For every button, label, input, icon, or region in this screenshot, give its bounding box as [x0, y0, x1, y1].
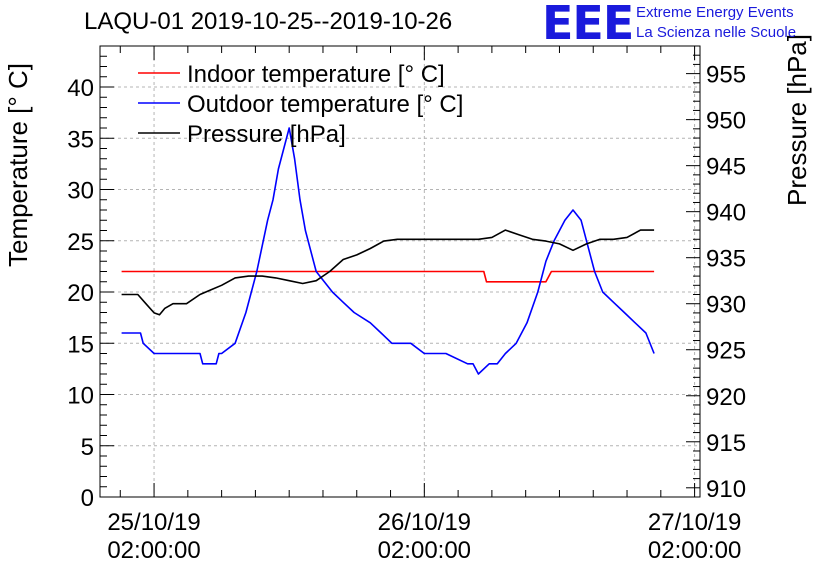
x-tick-label-time: 02:00:00	[107, 537, 200, 564]
y-tick-label: 20	[67, 280, 94, 307]
y-tick-label: 40	[67, 75, 94, 102]
y2-tick-label: 950	[706, 108, 746, 135]
y-tick-label: 10	[67, 383, 94, 410]
y-tick-label: 30	[67, 178, 94, 205]
series-line-3	[121, 229, 655, 316]
series-layer	[121, 127, 655, 375]
x-tick-label-time: 02:00:00	[648, 537, 741, 564]
y2-tick-label: 945	[706, 154, 746, 181]
x-tick-label-time: 02:00:00	[378, 537, 471, 564]
axes: 0 5 10 15 20 25 30 35 40 910 915 920 925 930 935 940 945…	[67, 45, 746, 564]
y2-tick-label: 910	[706, 476, 746, 503]
legend-label-2: Outdoor temperature [° C]	[187, 91, 463, 118]
y-tick-label: 0	[81, 485, 94, 512]
y-tick-label: 15	[67, 331, 94, 358]
y-tick-label: 25	[67, 229, 94, 256]
y2-tick-label: 940	[706, 200, 746, 227]
y2-tick-label: 955	[706, 62, 746, 89]
x-tick-label-date: 25/10/19	[107, 509, 200, 536]
y2-tick-label: 935	[706, 246, 746, 273]
y-tick-label: 5	[81, 434, 94, 461]
series-line-1	[121, 270, 655, 283]
x-tick-label-date: 26/10/19	[378, 509, 471, 536]
y2-tick-label: 925	[706, 338, 746, 365]
y2-tick-label: 920	[706, 384, 746, 411]
y-axis-label: Temperature [° C]	[3, 63, 33, 267]
eee-logo-line1: Extreme Energy Events	[636, 4, 794, 21]
legend-label-3: Pressure [hPa]	[187, 121, 346, 148]
chart-title: LAQU-01 2019-10-25--2019-10-26	[84, 8, 453, 35]
legend: Indoor temperature [° C] Outdoor temperat…	[138, 61, 463, 148]
eee-logo-line2: La Scienza nelle Scuole	[636, 24, 797, 41]
y2-tick-label: 930	[706, 292, 746, 319]
y2-tick-label: 915	[706, 430, 746, 457]
y-tick-label: 35	[67, 126, 94, 153]
y2-axis-label: Pressure [hPa]	[782, 34, 812, 206]
x-tick-label-date: 27/10/19	[648, 509, 741, 536]
series-line-2	[121, 127, 655, 375]
legend-label-1: Indoor temperature [° C]	[187, 61, 445, 88]
eee-logo-mark: EEE	[542, 0, 634, 50]
